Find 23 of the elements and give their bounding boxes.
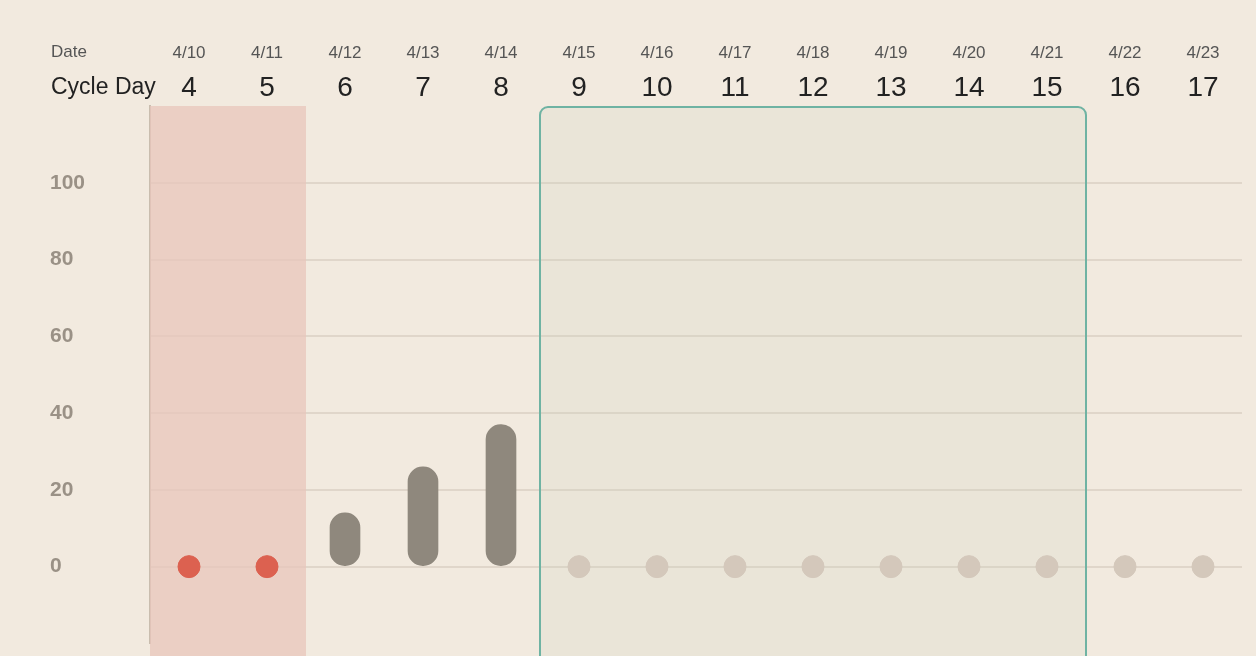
- x-tick-label: 4/10 4: [172, 43, 206, 102]
- x-tick-label: 4/11 5: [251, 43, 283, 102]
- x-tick-label: 4/23 17: [1186, 43, 1220, 102]
- y-tick-label: 0: [50, 553, 62, 577]
- x-tick-label: 4/13 7: [406, 43, 440, 102]
- x-tick-label: 4/20 14: [952, 43, 986, 102]
- y-tick-label: 60: [50, 323, 74, 347]
- x-tick-label: 4/22 16: [1108, 43, 1142, 102]
- y-tick-label: 40: [50, 399, 74, 423]
- x-tick-label: 4/19 13: [874, 43, 908, 102]
- x-tick-label: 4/15 9: [562, 43, 596, 102]
- x-tick-label: 4/17 11: [718, 43, 752, 102]
- x-tick-label: 4/18 12: [796, 43, 830, 102]
- x-tick-label: 4/21 15: [1030, 43, 1064, 102]
- x-axis-title: Date Cycle Day: [51, 42, 157, 99]
- x-tick-label: 4/12 6: [328, 43, 362, 102]
- y-tick-label: 100: [50, 169, 86, 193]
- x-tick-label: 4/16 10: [640, 43, 674, 102]
- bar: [407, 466, 439, 566]
- y-tick-label: 20: [50, 476, 74, 500]
- bar: [485, 424, 517, 566]
- x-tick-label: 4/14 8: [484, 43, 518, 102]
- y-tick-label: 80: [50, 246, 74, 270]
